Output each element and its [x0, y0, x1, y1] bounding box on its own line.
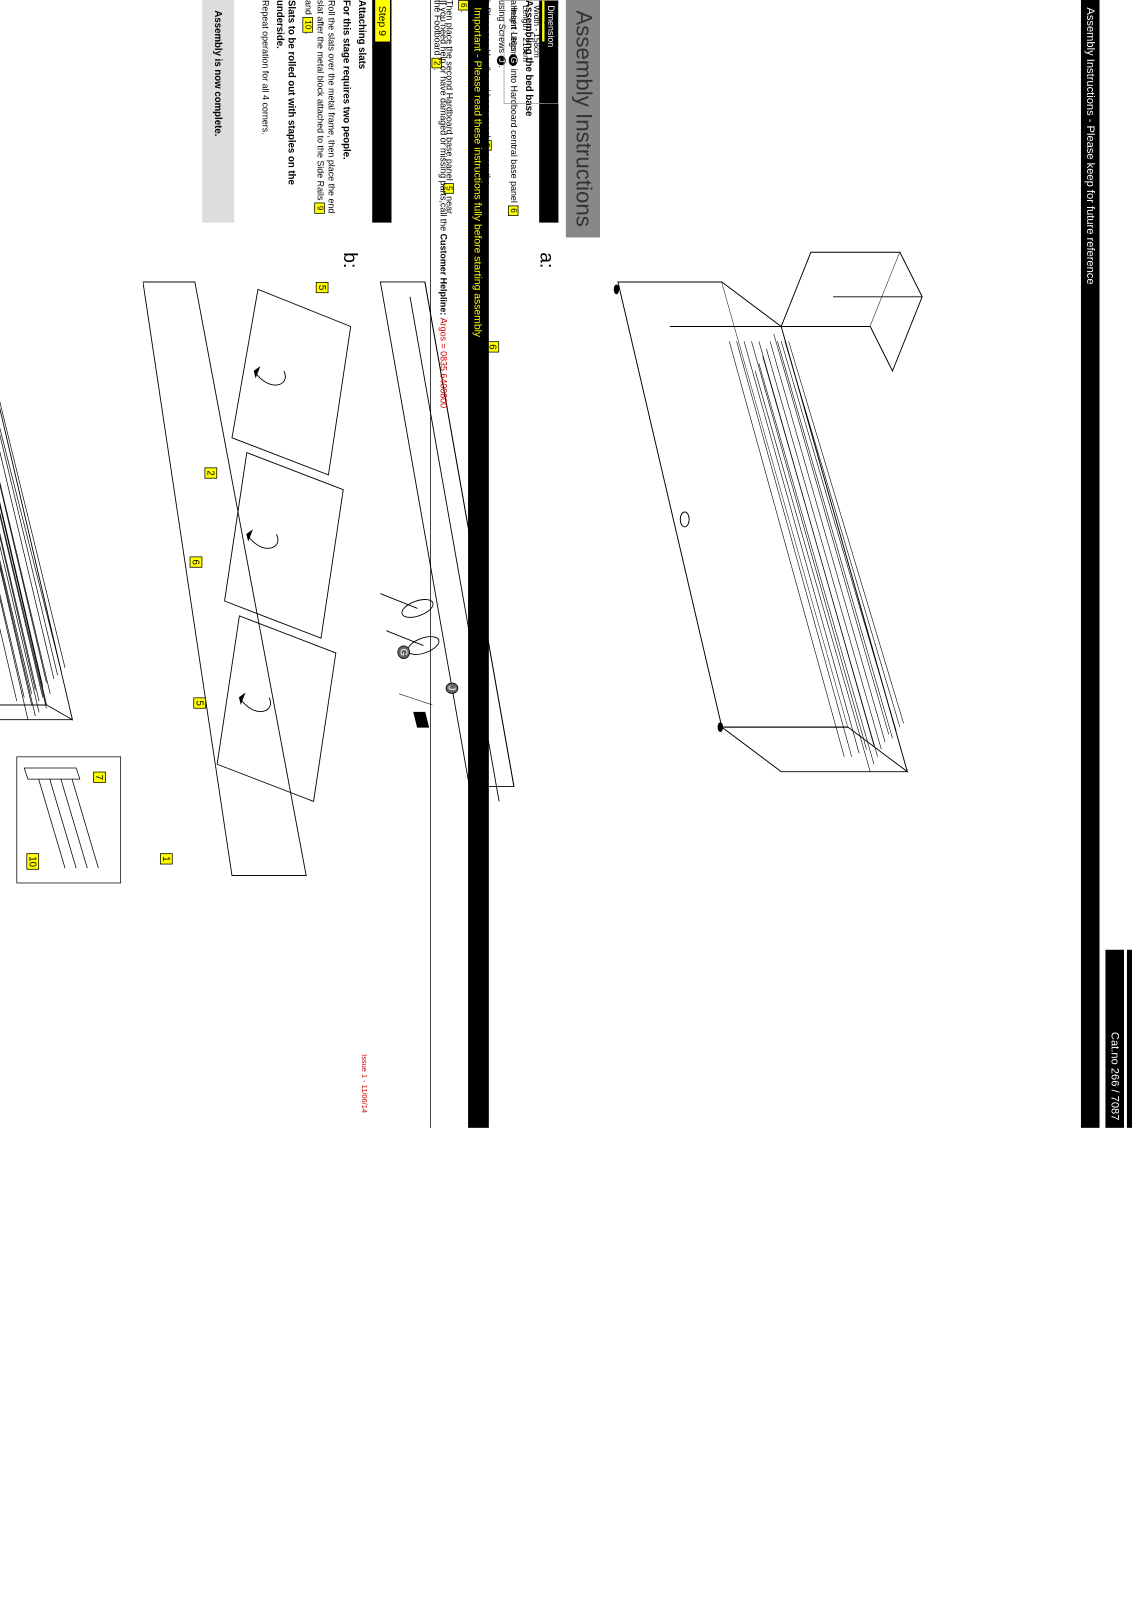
bed-illustration [581, 193, 1056, 935]
step-9-note: For this stage requires two people. [341, 0, 352, 223]
important-banner: Important - Please read these instructio… [468, 0, 489, 1128]
step-9-repeat: Repeat operation for all 4 corners. [260, 0, 271, 223]
step-9-p2: Slats to be rolled out with staples on t… [275, 0, 297, 223]
keep-reference: Assembly Instructions - Please keep for … [1081, 0, 1100, 1128]
helpline-cover: If you need help or have damaged or miss… [434, 0, 453, 1128]
diagram-step8b [143, 237, 366, 905]
callout-2: 2 [205, 467, 218, 478]
complete-text: Assembly is now complete. [213, 10, 224, 233]
cat-numbers: Cat.no 261 / 9248 Cat.no 264 / 9878 Cat.… [1102, 950, 1132, 1128]
complete-box: Assembly is now complete. [202, 0, 234, 223]
dimension-box: Dimension Width - 158cm Length - 216cm H… [504, 0, 559, 104]
callout-7: 7 [93, 772, 106, 783]
cover-page: San Diego Ottoman 5FT Cat.no 261 / 9248 … [354, 0, 1132, 1128]
callout-6b: 6 [190, 557, 203, 568]
dimension-header: Dimension [544, 1, 557, 103]
dimension-body: Width - 158cm Length - 216cm Height - 86… [504, 1, 544, 103]
diagram-step9 [0, 237, 143, 905]
issue-date: Issue 1 - 11/06/14 [360, 1054, 368, 1113]
hero-diagram [559, 0, 1078, 1128]
cat-1: Cat.no 264 / 9878 [1127, 950, 1132, 1128]
cat-2: Cat.no 266 / 7087 [1105, 950, 1124, 1128]
step-9-p1: Roll the slats over the metal frame, the… [302, 0, 337, 223]
callout-5-l: 5 [316, 282, 329, 293]
callout-10: 10 [26, 853, 39, 870]
callout-5-r: 5 [193, 697, 206, 708]
callout-1: 1 [160, 853, 173, 864]
